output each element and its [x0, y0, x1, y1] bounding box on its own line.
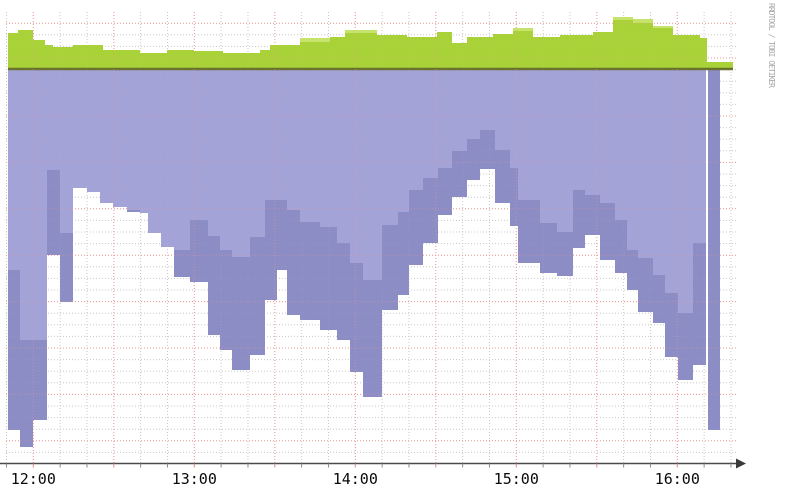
x-tick-label: 16:00 [654, 470, 700, 488]
x-tick-label: 12:00 [10, 470, 56, 488]
series-green-band [8, 20, 733, 70]
grid-over [5, 12, 737, 463]
x-tick-label: 13:00 [171, 470, 217, 488]
x-tick-label: 14:00 [332, 470, 378, 488]
watermark-text: RRDTOOL / TOBI OETIKER [767, 3, 776, 87]
x-axis-arrow [736, 458, 746, 469]
x-axis-ticks [5, 463, 732, 468]
data-areas [8, 17, 733, 447]
series-purple-light-overlay [8, 70, 720, 340]
x-tick-label: 15:00 [493, 470, 539, 488]
